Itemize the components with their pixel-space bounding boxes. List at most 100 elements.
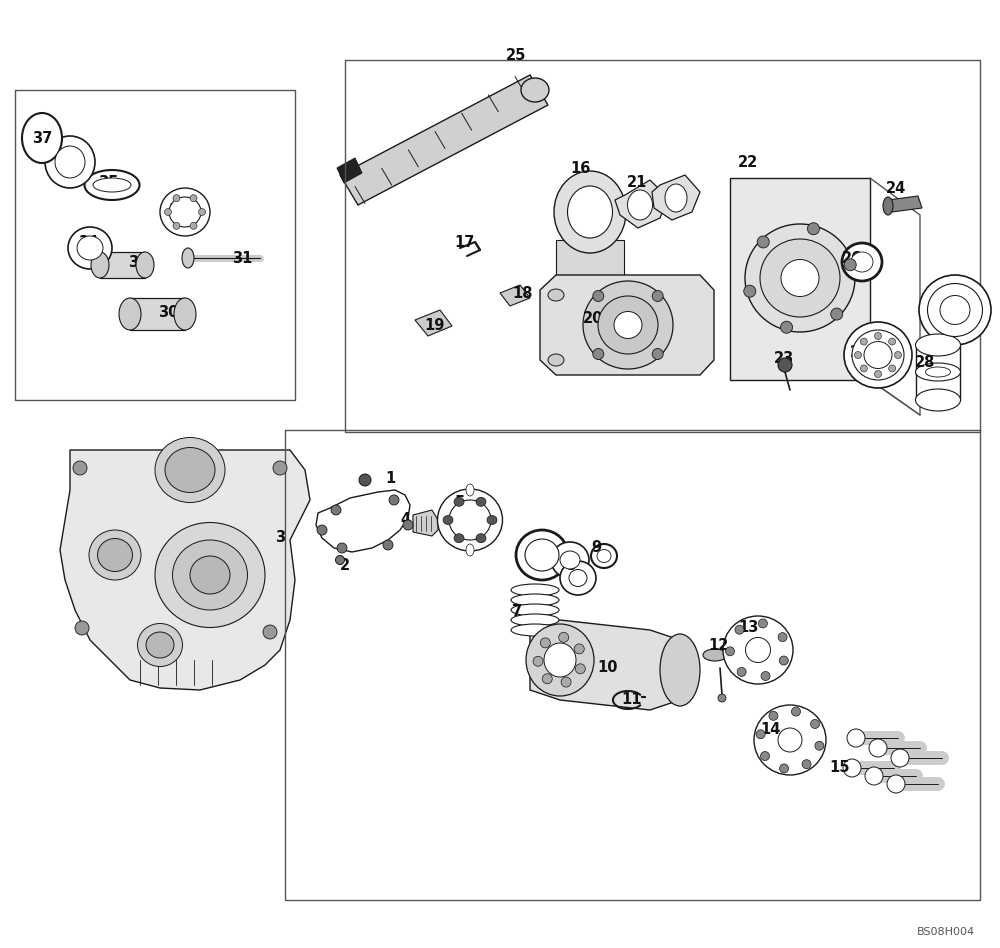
Ellipse shape [926,367,950,377]
Text: 17: 17 [455,234,475,249]
Ellipse shape [438,489,503,551]
Polygon shape [615,180,668,228]
Ellipse shape [263,625,277,639]
Ellipse shape [22,113,62,163]
Ellipse shape [807,223,819,235]
Ellipse shape [919,275,991,345]
Ellipse shape [843,759,861,777]
Ellipse shape [869,739,887,757]
Text: 33: 33 [168,203,188,217]
Ellipse shape [77,236,103,260]
Polygon shape [730,178,870,380]
Ellipse shape [842,243,882,281]
Ellipse shape [781,260,819,297]
Ellipse shape [852,330,904,380]
Ellipse shape [383,540,393,550]
Ellipse shape [916,389,960,411]
Ellipse shape [164,209,172,215]
Ellipse shape [544,643,576,677]
Text: 1: 1 [385,470,395,485]
Ellipse shape [273,461,287,475]
Ellipse shape [769,711,778,720]
Ellipse shape [476,498,486,506]
Text: 28: 28 [915,355,935,370]
Ellipse shape [511,584,559,596]
Text: 12: 12 [708,637,728,652]
Text: 21: 21 [627,174,647,190]
Ellipse shape [569,570,587,587]
Text: 37: 37 [32,131,52,145]
Ellipse shape [778,728,802,752]
Ellipse shape [860,365,867,372]
Ellipse shape [860,338,867,345]
Ellipse shape [760,752,769,760]
Ellipse shape [548,354,564,366]
Ellipse shape [336,556,344,564]
Ellipse shape [119,298,141,330]
Text: 23: 23 [774,351,794,366]
Text: 31: 31 [232,250,252,265]
Ellipse shape [865,767,883,785]
Text: 34: 34 [78,234,98,249]
Ellipse shape [726,647,735,656]
Ellipse shape [847,729,865,747]
Ellipse shape [718,694,726,702]
Text: 5: 5 [455,495,465,509]
Ellipse shape [317,525,327,535]
Ellipse shape [887,775,905,793]
Ellipse shape [146,632,174,658]
Ellipse shape [75,621,89,635]
Text: 30: 30 [158,304,178,319]
Ellipse shape [791,707,800,716]
Text: 3: 3 [275,531,285,545]
Text: 35: 35 [98,174,118,190]
Text: 16: 16 [570,160,590,175]
Ellipse shape [173,194,180,202]
Ellipse shape [533,656,543,666]
Ellipse shape [516,530,568,580]
Ellipse shape [844,259,856,271]
Ellipse shape [746,637,770,663]
Text: BS08H004: BS08H004 [917,927,975,937]
Ellipse shape [758,619,767,628]
Polygon shape [500,285,530,306]
Ellipse shape [737,667,746,677]
Ellipse shape [916,363,960,381]
Ellipse shape [165,447,215,493]
Polygon shape [100,252,145,278]
Ellipse shape [190,556,230,594]
Ellipse shape [542,674,552,684]
Text: 13: 13 [738,621,758,635]
Polygon shape [340,75,548,205]
Ellipse shape [511,614,559,626]
Ellipse shape [874,371,882,377]
Ellipse shape [91,252,109,278]
Ellipse shape [173,540,248,610]
Ellipse shape [811,720,820,728]
Ellipse shape [889,365,896,372]
Ellipse shape [652,349,663,359]
Ellipse shape [780,764,789,773]
Ellipse shape [781,321,793,334]
Text: 6: 6 [530,540,540,556]
Ellipse shape [928,283,982,337]
Polygon shape [337,158,362,183]
Ellipse shape [487,516,497,524]
Ellipse shape [359,474,371,486]
Polygon shape [888,196,922,212]
Ellipse shape [940,296,970,324]
Ellipse shape [454,498,464,506]
Ellipse shape [136,252,154,278]
Ellipse shape [73,461,87,475]
Ellipse shape [466,484,474,496]
Ellipse shape [511,624,559,636]
Ellipse shape [844,322,912,388]
Ellipse shape [874,333,882,339]
Ellipse shape [628,190,652,220]
Ellipse shape [403,520,413,530]
Ellipse shape [614,312,642,338]
Polygon shape [415,310,452,336]
Ellipse shape [55,146,85,178]
Text: 18: 18 [513,285,533,301]
Text: 15: 15 [830,760,850,775]
